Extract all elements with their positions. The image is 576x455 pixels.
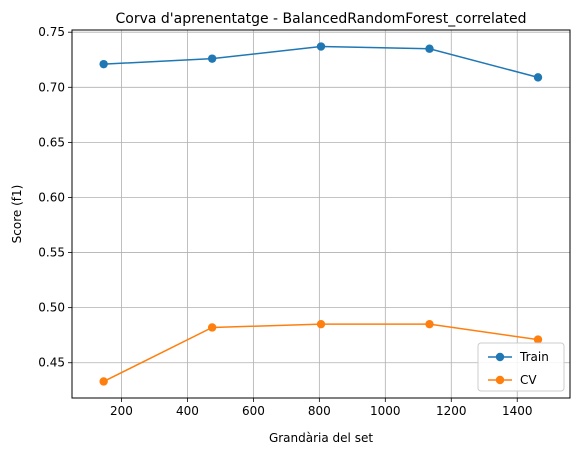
legend-marker-train: [496, 353, 504, 361]
y-tick-label: 0.65: [38, 135, 65, 149]
data-point-train: [317, 42, 325, 50]
legend-label-train: Train: [519, 350, 549, 364]
data-point-cv: [425, 320, 433, 328]
legend-label-cv: CV: [520, 373, 537, 387]
data-point-train: [208, 54, 216, 62]
data-point-train: [425, 45, 433, 53]
data-point-train: [99, 60, 107, 68]
y-tick-label: 0.45: [38, 356, 65, 370]
y-tick-label: 0.55: [38, 246, 65, 260]
legend: Train CV: [478, 343, 564, 391]
legend-marker-cv: [496, 376, 504, 384]
data-point-cv: [99, 377, 107, 385]
x-tick-label: 800: [308, 404, 331, 418]
x-tick-label: 1200: [436, 404, 467, 418]
y-tick-label: 0.75: [38, 25, 65, 39]
y-axis-label: Score (f1): [10, 185, 24, 244]
x-tick-label: 1400: [502, 404, 533, 418]
data-point-cv: [208, 323, 216, 331]
y-tick-label: 0.50: [38, 301, 65, 315]
x-axis-label: Grandària del set: [269, 431, 373, 445]
x-tick-label: 200: [110, 404, 133, 418]
x-tick-label: 1000: [370, 404, 401, 418]
y-tick-label: 0.70: [38, 80, 65, 94]
x-tick-label: 400: [176, 404, 199, 418]
chart-title: Corva d'aprenentatge - BalancedRandomFor…: [116, 11, 527, 27]
y-tick-label: 0.60: [38, 190, 65, 204]
data-point-train: [534, 73, 542, 81]
x-tick-label: 600: [242, 404, 265, 418]
data-point-cv: [317, 320, 325, 328]
